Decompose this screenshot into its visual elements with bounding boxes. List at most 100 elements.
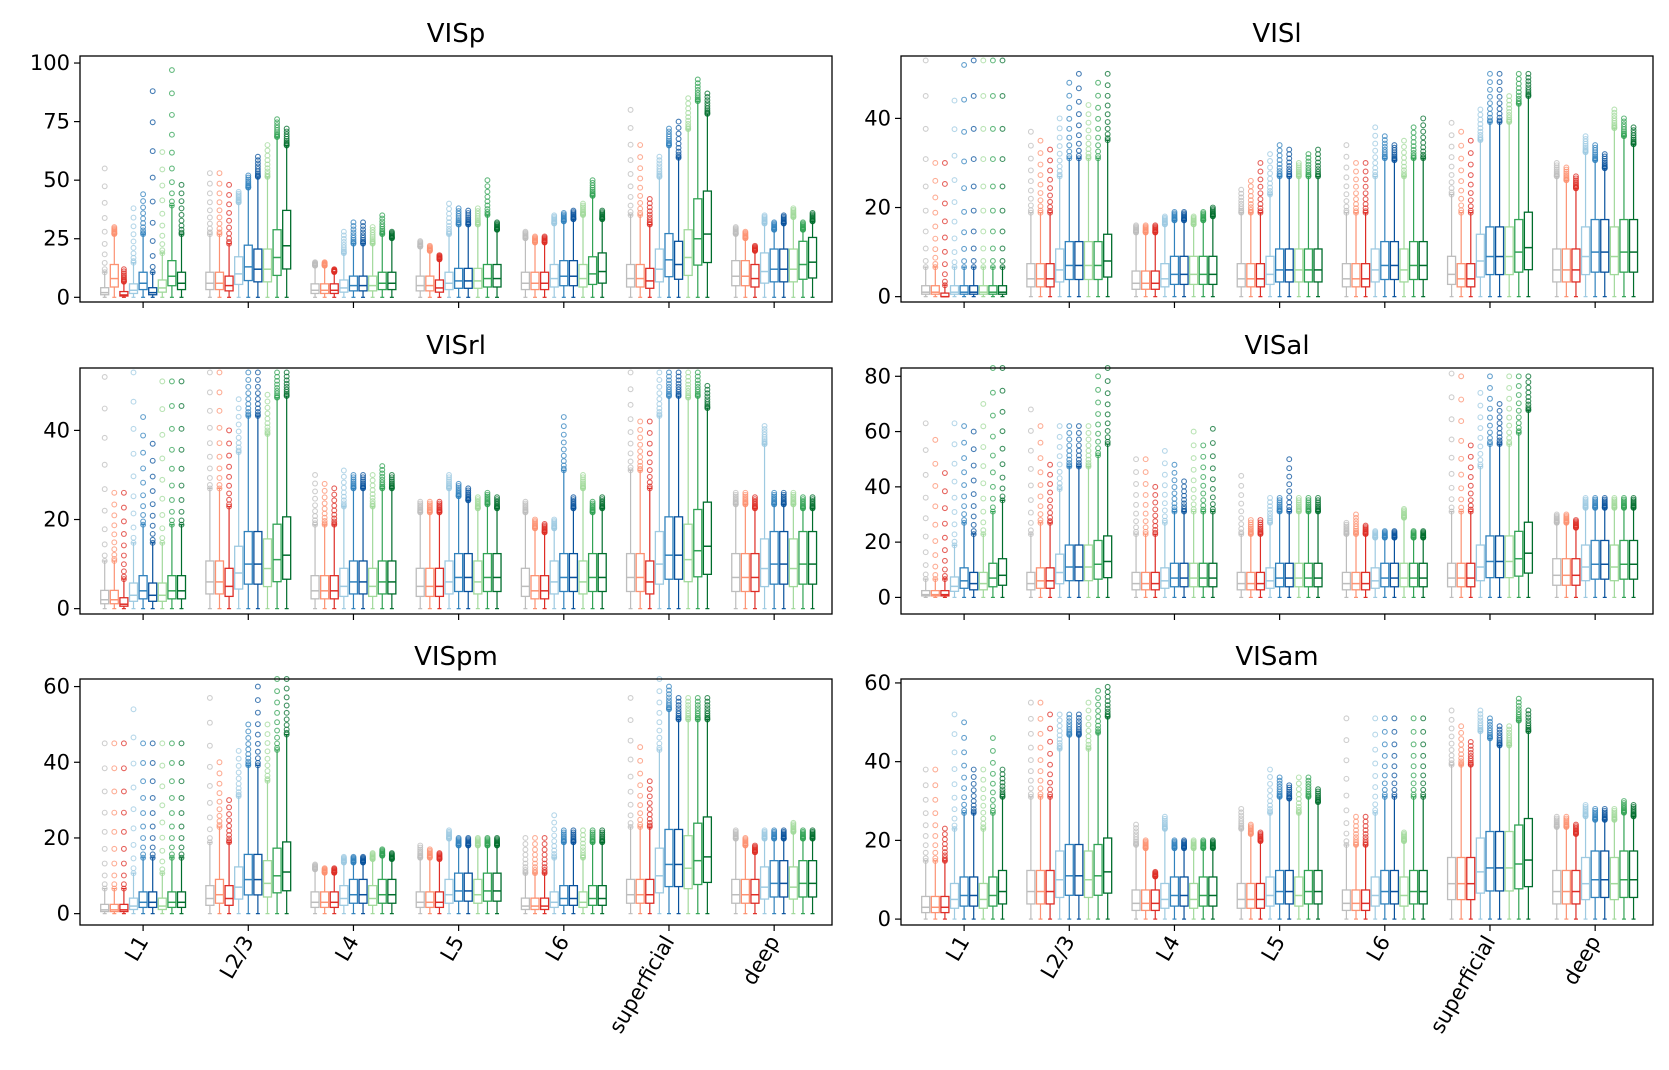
outlier-point — [206, 465, 213, 472]
outlier-point — [1401, 170, 1407, 177]
box-superficial-series-1 — [1446, 119, 1457, 298]
outlier-point — [1448, 179, 1455, 186]
outlier-point — [980, 228, 987, 235]
outlier-point — [340, 228, 347, 235]
box-body — [959, 285, 969, 295]
box-body — [1246, 263, 1256, 288]
outlier-point — [159, 431, 166, 438]
outlier-point — [1095, 148, 1102, 155]
outlier-point — [1458, 195, 1465, 202]
outlier-point — [111, 522, 118, 529]
outlier-point — [656, 153, 663, 160]
outlier-point — [101, 552, 108, 559]
outlier-point — [999, 245, 1006, 252]
outlier-point — [1027, 195, 1034, 202]
outlier-point — [101, 240, 108, 247]
outlier-point — [159, 210, 166, 217]
box-body — [128, 582, 139, 602]
outlier-point — [1095, 125, 1102, 132]
outlier-point — [1362, 183, 1369, 190]
outlier-point — [283, 386, 290, 393]
outlier-point — [350, 226, 357, 233]
box-l2-3-series-7 — [1083, 102, 1094, 298]
outlier-point — [130, 205, 137, 212]
outlier-point — [532, 233, 538, 240]
outlier-point — [675, 124, 682, 131]
outlier-point — [941, 234, 948, 241]
outlier-point — [951, 235, 958, 242]
box-body — [1255, 263, 1266, 288]
outlier-point — [226, 482, 233, 489]
outlier-point — [264, 391, 271, 398]
box-body — [329, 283, 339, 295]
outlier-point — [1506, 101, 1513, 108]
outlier-point — [1276, 142, 1283, 149]
box-superficial-series-9 — [1523, 70, 1534, 298]
outlier-point — [360, 226, 367, 233]
outlier-point — [1420, 148, 1427, 155]
outlier-point — [951, 259, 958, 266]
outlier-point — [484, 202, 491, 209]
box-body — [1456, 263, 1466, 288]
box-body — [205, 560, 215, 595]
outlier-point — [159, 232, 166, 239]
outlier-point — [1027, 209, 1034, 216]
outlier-point — [206, 199, 213, 206]
box-l2-3-series-3 — [1045, 146, 1055, 298]
outlier-point — [1496, 93, 1503, 100]
outlier-point — [159, 476, 166, 483]
box-l6-series-8 — [1408, 124, 1419, 298]
outlier-point — [1553, 160, 1560, 166]
outlier-point — [646, 217, 653, 224]
outlier-point — [1037, 203, 1044, 210]
outlier-point — [1458, 187, 1465, 194]
box-body — [1169, 255, 1180, 286]
outlier-point — [159, 535, 166, 541]
outlier-point — [216, 453, 223, 460]
box-body — [1208, 255, 1218, 286]
box-body — [769, 248, 779, 283]
outlier-point — [245, 390, 252, 397]
outlier-point — [1630, 127, 1637, 134]
outlier-point — [274, 384, 281, 391]
outlier-point — [484, 206, 491, 212]
outlier-point — [149, 539, 156, 546]
box-body — [1045, 263, 1055, 288]
outlier-point — [685, 117, 692, 124]
box-body — [167, 575, 177, 600]
outlier-point — [1515, 89, 1522, 96]
outlier-point — [1362, 196, 1369, 203]
box-body — [1236, 263, 1246, 288]
box-l4-series-5 — [1169, 209, 1180, 298]
box-l6-series-1 — [520, 228, 531, 298]
outlier-point — [1467, 172, 1474, 178]
outlier-point — [216, 190, 223, 197]
box-body — [1141, 270, 1151, 290]
box-deep-series-3 — [750, 242, 760, 298]
outlier-point — [932, 246, 939, 253]
outlier-point — [1037, 181, 1044, 188]
outlier-point — [694, 89, 701, 96]
outlier-point — [961, 96, 968, 103]
box-deep-series-6 — [779, 212, 789, 298]
outlier-point — [379, 221, 386, 228]
y-tick-label: 20 — [43, 508, 70, 532]
outlier-point — [120, 268, 127, 275]
outlier-point — [340, 241, 347, 248]
box-l2-3-series-5 — [1064, 79, 1074, 298]
outlier-point — [560, 210, 567, 216]
outlier-point — [922, 245, 929, 252]
outlier-point — [1047, 209, 1054, 216]
outlier-point — [235, 428, 242, 435]
axes-frame — [79, 55, 833, 303]
outlier-point — [130, 214, 137, 221]
outlier-point — [245, 172, 252, 179]
outlier-point — [1295, 162, 1302, 169]
outlier-point — [980, 183, 987, 190]
box-superficial-series-5 — [1485, 70, 1495, 298]
outlier-point — [1381, 146, 1388, 153]
outlier-point — [168, 497, 175, 503]
outlier-point — [226, 201, 233, 208]
box-deep-series-9 — [807, 210, 818, 298]
outlier-point — [999, 258, 1006, 264]
